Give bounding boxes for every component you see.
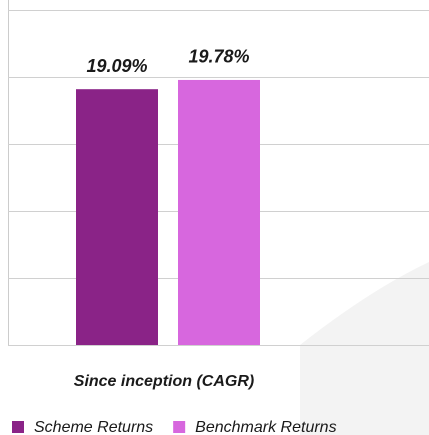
bar bbox=[76, 89, 158, 345]
value-label: 19.78% bbox=[188, 47, 249, 67]
value-label: 19.09% bbox=[86, 56, 147, 76]
legend-label: Scheme Returns bbox=[34, 419, 153, 435]
legend-label: Benchmark Returns bbox=[195, 419, 336, 435]
x-tick-label: Since inception (CAGR) bbox=[74, 373, 254, 390]
legend-swatch bbox=[12, 421, 24, 433]
background-shape bbox=[300, 262, 429, 435]
bar bbox=[178, 79, 260, 345]
legend-swatch bbox=[173, 421, 186, 433]
